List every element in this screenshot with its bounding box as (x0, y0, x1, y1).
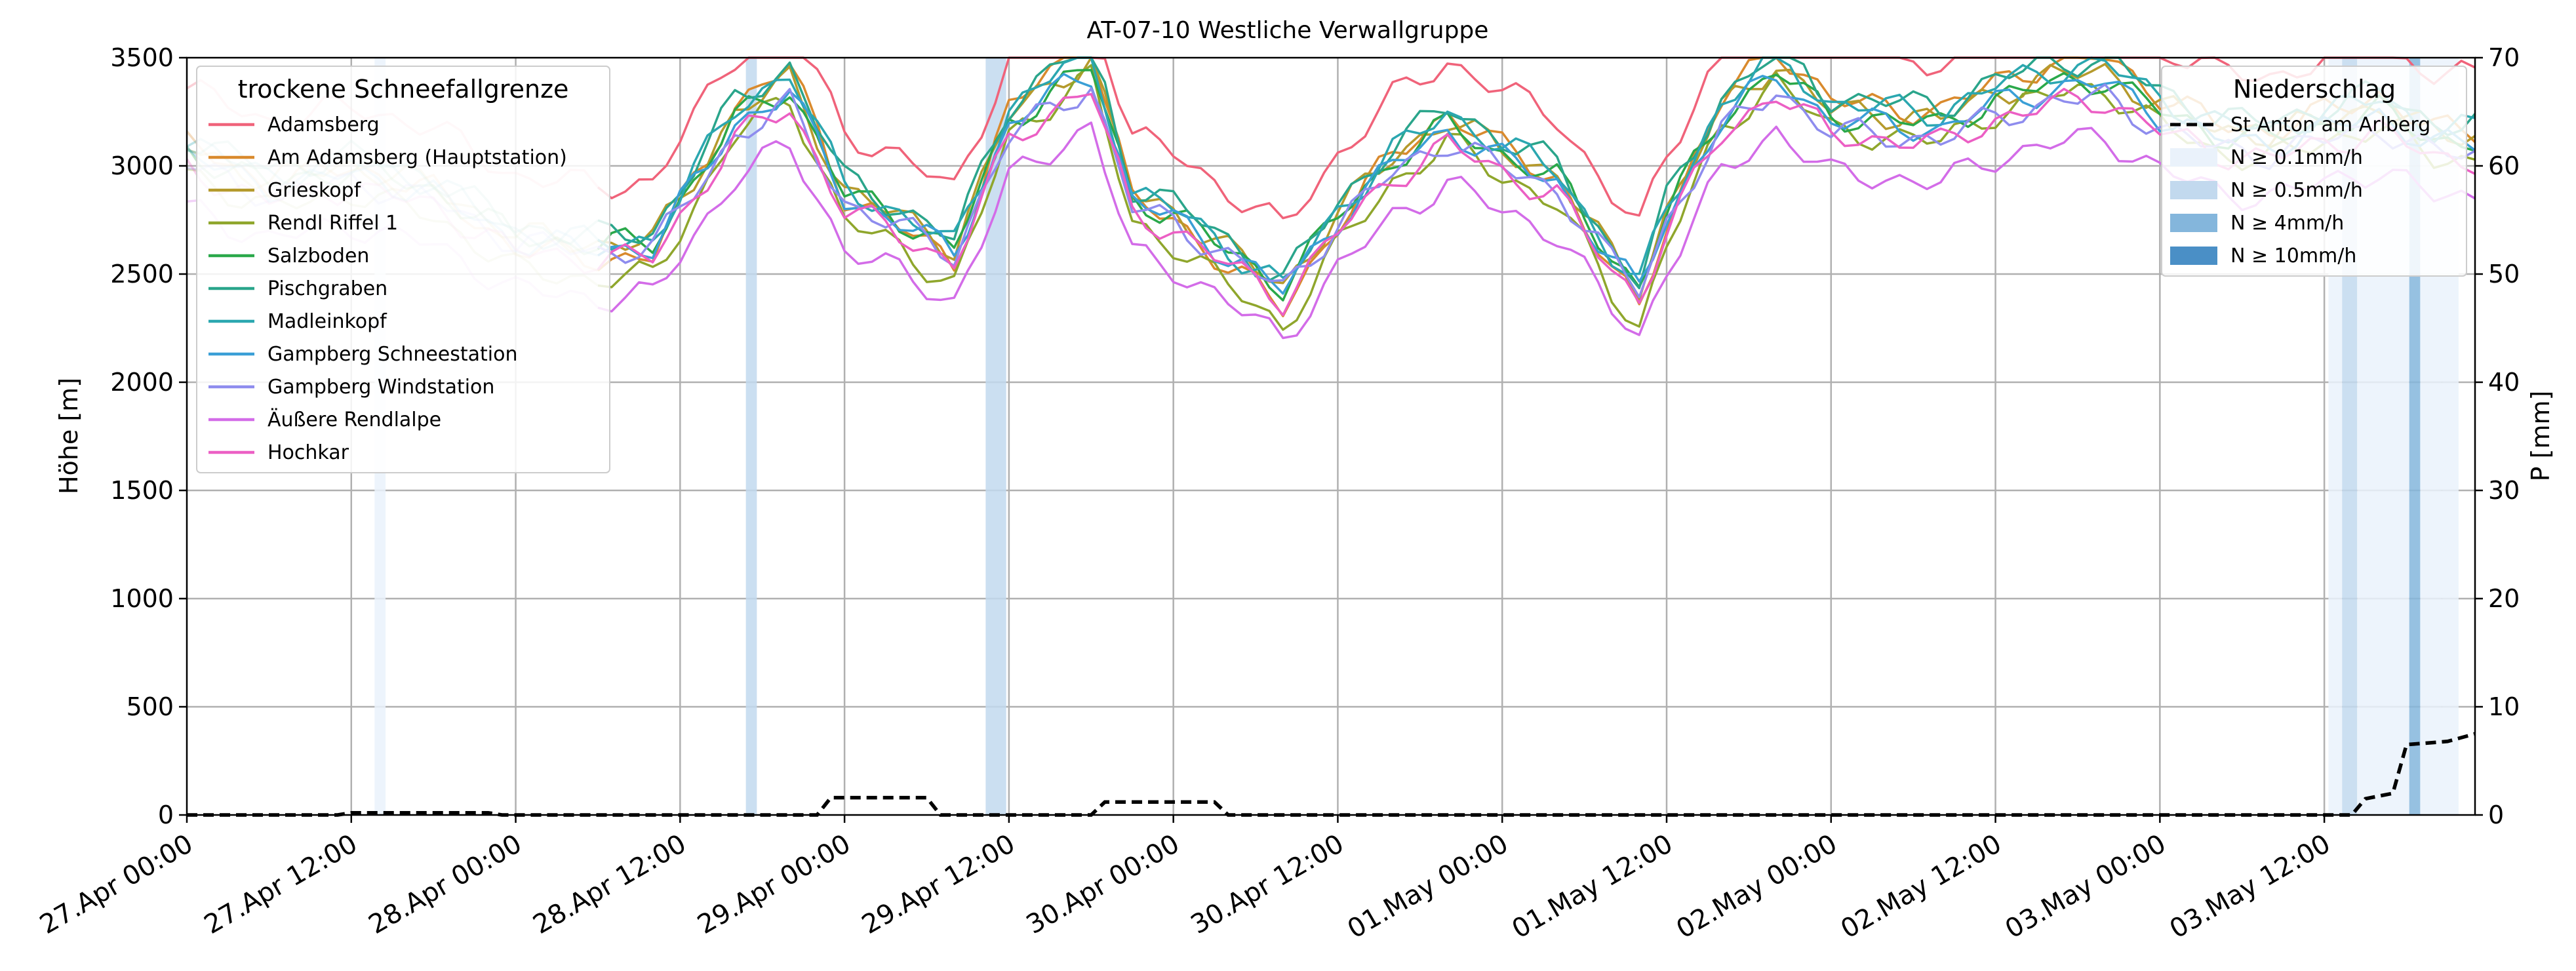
precip-band (995, 58, 1006, 815)
y2-tick-label: 10 (2488, 692, 2520, 721)
y2-tick-label: 50 (2488, 260, 2520, 288)
snowfall-legend-label: Am Adamsberg (Hauptstation) (268, 146, 567, 169)
y-tick-label: 2500 (110, 260, 174, 288)
grid-lines (187, 58, 2475, 815)
y-tick-label: 2000 (110, 368, 174, 397)
snowfall-legend-label: Hochkar (268, 441, 349, 464)
y-axis-right: 0 10 20 30 40 50 60 70 (2475, 43, 2520, 829)
snowfall-legend-label: Gampberg Windstation (268, 376, 494, 399)
snowfall-line (597, 56, 2476, 220)
precip-legend-box (2161, 66, 2467, 277)
y-tick-label: 0 (158, 801, 174, 829)
snowfall-legend-title: trockene Schneefallgrenze (238, 75, 569, 104)
snowfall-legend-label: Salzboden (268, 245, 369, 268)
y2-tick-label: 60 (2488, 151, 2520, 180)
precip-legend-items: N ≥ 0.1mm/h N ≥ 0.5mm/h N ≥ 4mm/h N ≥ 10mm/… (2170, 146, 2363, 268)
precip-legend: Niederschlag St Anton am Arlberg N ≥ 0.1… (2161, 66, 2467, 277)
y-tick-label: 500 (126, 692, 174, 721)
y2-tick-label: 70 (2488, 43, 2520, 72)
snowfall-legend-items: Adamsberg Am Adamsberg (Hauptstation) Grie… (208, 113, 567, 464)
precip-legend-label: N ≥ 10mm/h (2230, 245, 2356, 268)
y-tick-label: 1000 (110, 584, 174, 613)
y2-tick-label: 0 (2488, 801, 2504, 829)
precip-legend-swatch (2170, 148, 2217, 167)
precip-band (745, 58, 757, 815)
y2-tick-label: 30 (2488, 476, 2520, 505)
precip-legend-title: Niederschlag (2233, 75, 2396, 104)
snowfall-legend-label: Adamsberg (268, 113, 380, 136)
y-axis-left: 0 500 1000 1500 2000 2500 3000 3500 (110, 43, 187, 829)
y2-tick-label: 20 (2488, 584, 2520, 613)
y-tick-label: 3500 (110, 43, 174, 72)
precip-legend-line-label: St Anton am Arlberg (2230, 113, 2430, 136)
precip-band (985, 58, 995, 815)
chart-title: AT-07-10 Westliche Verwallgruppe (1087, 17, 1489, 44)
precip-legend-swatch (2170, 181, 2217, 199)
precip-legend-label: N ≥ 0.1mm/h (2230, 146, 2363, 169)
snowfall-legend-label: Rendl Riffel 1 (268, 212, 398, 235)
snowfall-legend-label: Madleinkopf (268, 310, 387, 333)
snowfall-legend-box (196, 66, 610, 473)
precip-legend-swatch (2170, 247, 2217, 265)
plot-frame (186, 56, 2476, 816)
y-axis-label: Höhe [m] (54, 378, 83, 494)
precip-legend-label: N ≥ 0.5mm/h (2230, 179, 2363, 202)
snowfall-legend-label: Gampberg Schneestation (268, 343, 518, 366)
snowfall-legend: trockene Schneefallgrenze Adamsberg Am Ad… (196, 66, 610, 473)
y-tick-label: 3000 (110, 151, 174, 180)
y2-axis-label: P [mm] (2526, 391, 2555, 482)
y-tick-label: 1500 (110, 476, 174, 505)
precip-legend-label: N ≥ 4mm/h (2230, 212, 2344, 235)
precip-legend-swatch (2170, 214, 2217, 232)
y2-tick-label: 40 (2488, 368, 2520, 397)
snowfall-legend-label: Äußere Rendlalpe (268, 408, 441, 431)
snowfall-legend-label: Pischgraben (268, 277, 387, 300)
snowfall-legend-label: Grieskopf (268, 179, 362, 202)
